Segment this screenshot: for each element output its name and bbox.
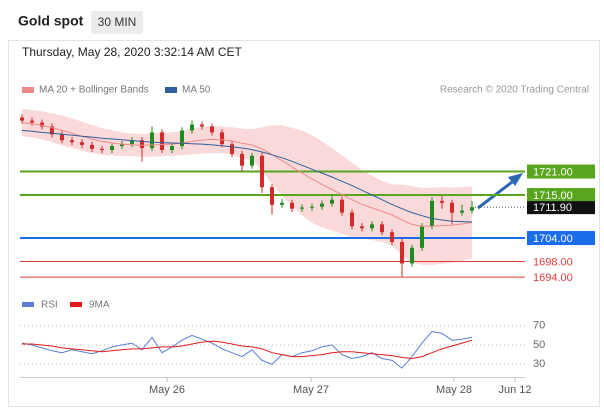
candle-body bbox=[440, 200, 444, 203]
moving-average bbox=[21, 122, 473, 227]
candle-body bbox=[230, 144, 234, 154]
candle-body bbox=[240, 153, 244, 166]
candle-body bbox=[130, 140, 134, 145]
forecast-arrowhead bbox=[508, 173, 523, 186]
candle-body bbox=[270, 187, 274, 205]
candle-body bbox=[250, 155, 254, 166]
y-tick-label: 30 bbox=[533, 358, 545, 370]
candle-body bbox=[310, 206, 314, 208]
candle-body bbox=[400, 241, 404, 264]
interval[interactable]: 30 MIN bbox=[98, 15, 137, 29]
candle-body bbox=[190, 124, 194, 131]
x-tick-label: May 28 bbox=[436, 384, 472, 396]
level-box bbox=[527, 188, 595, 202]
candle-body bbox=[350, 212, 354, 227]
title: Gold spot bbox=[18, 13, 84, 29]
candle-body bbox=[290, 202, 294, 209]
indicator-line bbox=[22, 339, 473, 360]
candle-body bbox=[300, 207, 304, 209]
x-tick-label: May 27 bbox=[293, 384, 329, 396]
candle-body bbox=[40, 122, 44, 127]
candle-body bbox=[60, 134, 64, 141]
candle-body bbox=[340, 199, 344, 213]
legend-swatch bbox=[70, 302, 82, 307]
candle-body bbox=[420, 226, 424, 248]
candle-body bbox=[150, 132, 154, 149]
candle-body bbox=[80, 142, 84, 145]
candle-body bbox=[210, 126, 214, 133]
x-tick-label: May 26 bbox=[149, 384, 185, 396]
legend-swatch bbox=[165, 87, 177, 93]
candle-body bbox=[110, 146, 114, 150]
candle-body bbox=[430, 200, 434, 227]
candle-body bbox=[410, 247, 414, 264]
level-box bbox=[527, 164, 595, 179]
candle-body bbox=[100, 148, 104, 150]
candle-body bbox=[260, 155, 264, 188]
candle-body bbox=[50, 126, 54, 135]
x-tick-label: Jun 12 bbox=[498, 384, 531, 396]
indicator-line bbox=[21, 330, 473, 369]
candle-body bbox=[330, 199, 334, 204]
candle-body bbox=[200, 124, 204, 127]
y-tick-label: 50 bbox=[533, 339, 545, 351]
legend-label: 9MA bbox=[89, 300, 110, 311]
candle-body bbox=[160, 132, 164, 150]
candle-body bbox=[140, 140, 144, 149]
candle-body bbox=[70, 140, 74, 143]
forecast-arrow bbox=[477, 177, 517, 210]
candle-body bbox=[120, 144, 124, 147]
legend-swatch bbox=[22, 87, 34, 93]
timestamp: Thursday, May 28, 2020 3:32:14 AM CET bbox=[22, 45, 243, 59]
candle-body bbox=[390, 232, 394, 242]
candle-body bbox=[470, 207, 474, 211]
source: Research © 2020 Trading Central bbox=[440, 85, 589, 96]
level-box bbox=[527, 231, 595, 246]
level-label: 1721.00 bbox=[533, 166, 573, 178]
legend-swatch bbox=[22, 302, 34, 307]
candle-body bbox=[220, 132, 224, 145]
interval-badge[interactable] bbox=[91, 11, 143, 34]
candle-body bbox=[170, 146, 174, 150]
legend-label: MA 50 bbox=[182, 85, 211, 96]
candle-body bbox=[30, 120, 34, 123]
candle-body bbox=[370, 224, 374, 229]
bollinger-band bbox=[22, 108, 472, 266]
candle-body bbox=[460, 210, 464, 213]
level-label: 1698.00 bbox=[533, 256, 573, 268]
legend-label: RSI bbox=[41, 300, 58, 311]
candle-body bbox=[280, 202, 284, 205]
y-tick-label: 70 bbox=[533, 320, 545, 332]
last-price-label: 1711.90 bbox=[533, 202, 572, 214]
candle-body bbox=[90, 144, 94, 149]
legend-label: MA 20 + Bollinger Bands bbox=[39, 85, 149, 96]
level-label: 1694.00 bbox=[533, 272, 573, 284]
level-label: 1704.00 bbox=[533, 233, 573, 245]
candle-body bbox=[180, 130, 184, 147]
last-price-box bbox=[527, 201, 595, 215]
moving-average bbox=[21, 129, 473, 223]
candle-body bbox=[380, 224, 384, 233]
candle-body bbox=[360, 226, 364, 229]
candle-body bbox=[20, 117, 24, 121]
candle-body bbox=[450, 202, 454, 213]
candle-body bbox=[320, 203, 324, 207]
level-label: 1715.00 bbox=[533, 190, 573, 202]
